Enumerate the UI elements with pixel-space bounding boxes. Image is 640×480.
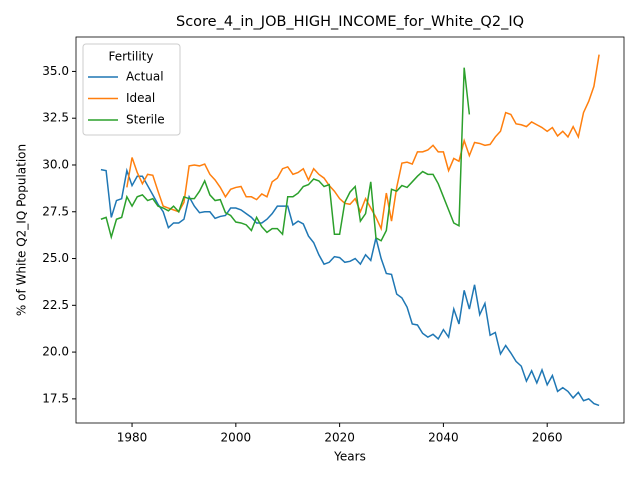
y-tick-label: 30.0 [42, 157, 69, 171]
legend-label: Ideal [126, 91, 155, 105]
line-series [100, 67, 471, 242]
y-tick-label: 32.5 [42, 111, 69, 125]
legend-label: Sterile [126, 113, 165, 127]
y-tick-label: 17.5 [42, 391, 69, 405]
line-series [100, 167, 600, 407]
y-tick-label: 27.5 [42, 204, 69, 218]
x-tick-label: 2060 [532, 431, 563, 445]
y-tick-label: 25.0 [42, 251, 69, 265]
y-tick-label: 20.0 [42, 345, 69, 359]
chart-title: Score_4_in_JOB_HIGH_INCOME_for_White_Q2_… [176, 14, 524, 30]
y-tick-label: 35.0 [42, 64, 69, 78]
x-tick-label: 2040 [428, 431, 459, 445]
legend-title: Fertility [108, 50, 153, 64]
x-axis-label: Years [333, 450, 366, 464]
x-tick-label: 2000 [221, 431, 252, 445]
plot-frame [75, 36, 625, 424]
y-tick-label: 22.5 [42, 298, 69, 312]
legend-box [82, 43, 181, 136]
y-axis-label: % of White Q2_IQ Population [15, 144, 29, 316]
x-tick-label: 2020 [324, 431, 355, 445]
legend-label: Actual [126, 70, 164, 84]
x-tick-label: 1980 [117, 431, 148, 445]
line-series [126, 54, 600, 232]
